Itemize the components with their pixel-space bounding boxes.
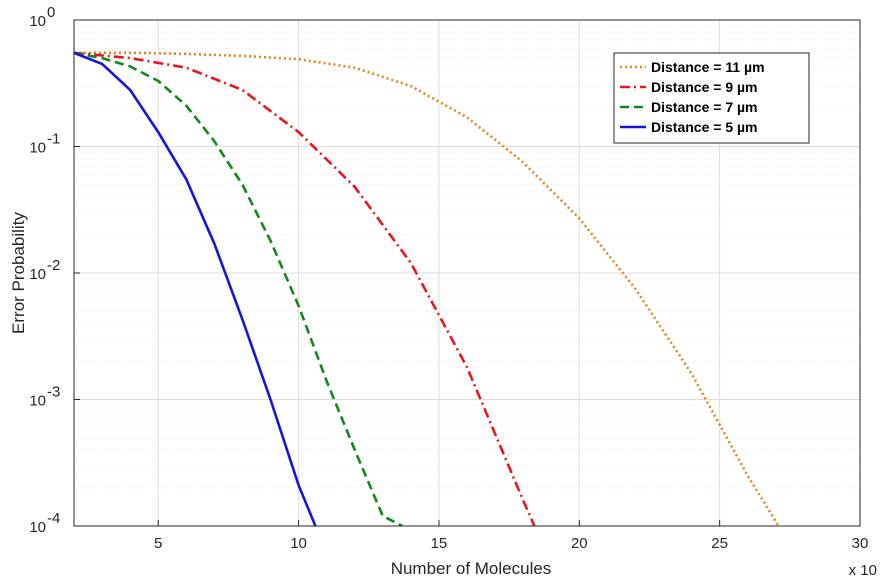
x-axis-label: Number of Molecules <box>391 559 552 578</box>
legend-label-0: Distance = 11 µm <box>651 59 765 75</box>
y-tick-label: 10 <box>29 266 46 283</box>
series-layer <box>74 51 780 526</box>
y-axis-label: Error Probability <box>9 212 28 334</box>
x-tick-label: 20 <box>571 535 588 552</box>
y-tick-exponent: -2 <box>47 257 60 274</box>
legend: Distance = 11 µm Distance = 9 µm Distance … <box>613 52 810 144</box>
x-tick-label: 15 <box>431 535 448 552</box>
y-tick-label: 10 <box>29 13 46 30</box>
y-tick-exponent: 0 <box>47 4 55 21</box>
x-tick-label: 10 <box>290 535 307 552</box>
x-axis-ticks: 5 10 15 20 25 30 <box>154 520 868 552</box>
x-tick-label: 5 <box>154 535 162 552</box>
legend-label-3: Distance = 5 µm <box>651 119 758 135</box>
legend-box <box>613 52 810 144</box>
y-tick-label: 10 <box>29 393 46 410</box>
series-line-1 <box>74 51 536 526</box>
series-line-3 <box>74 51 317 526</box>
x-tick-label: 30 <box>852 535 869 552</box>
x-tick-label: 25 <box>711 535 728 552</box>
series-line-0 <box>74 51 780 526</box>
legend-label-2: Distance = 7 µm <box>651 99 758 115</box>
y-tick-exponent: -1 <box>47 131 60 148</box>
y-tick-label: 10 <box>29 519 46 536</box>
y-tick-exponent: -4 <box>47 510 60 527</box>
legend-label-1: Distance = 9 µm <box>651 79 758 95</box>
y-tick-label: 10 <box>29 140 46 157</box>
y-tick-exponent: -3 <box>47 384 60 401</box>
series-line-2 <box>74 51 403 526</box>
x-axis-multiplier: x 10 <box>849 562 877 579</box>
minor-grid <box>74 25 860 489</box>
